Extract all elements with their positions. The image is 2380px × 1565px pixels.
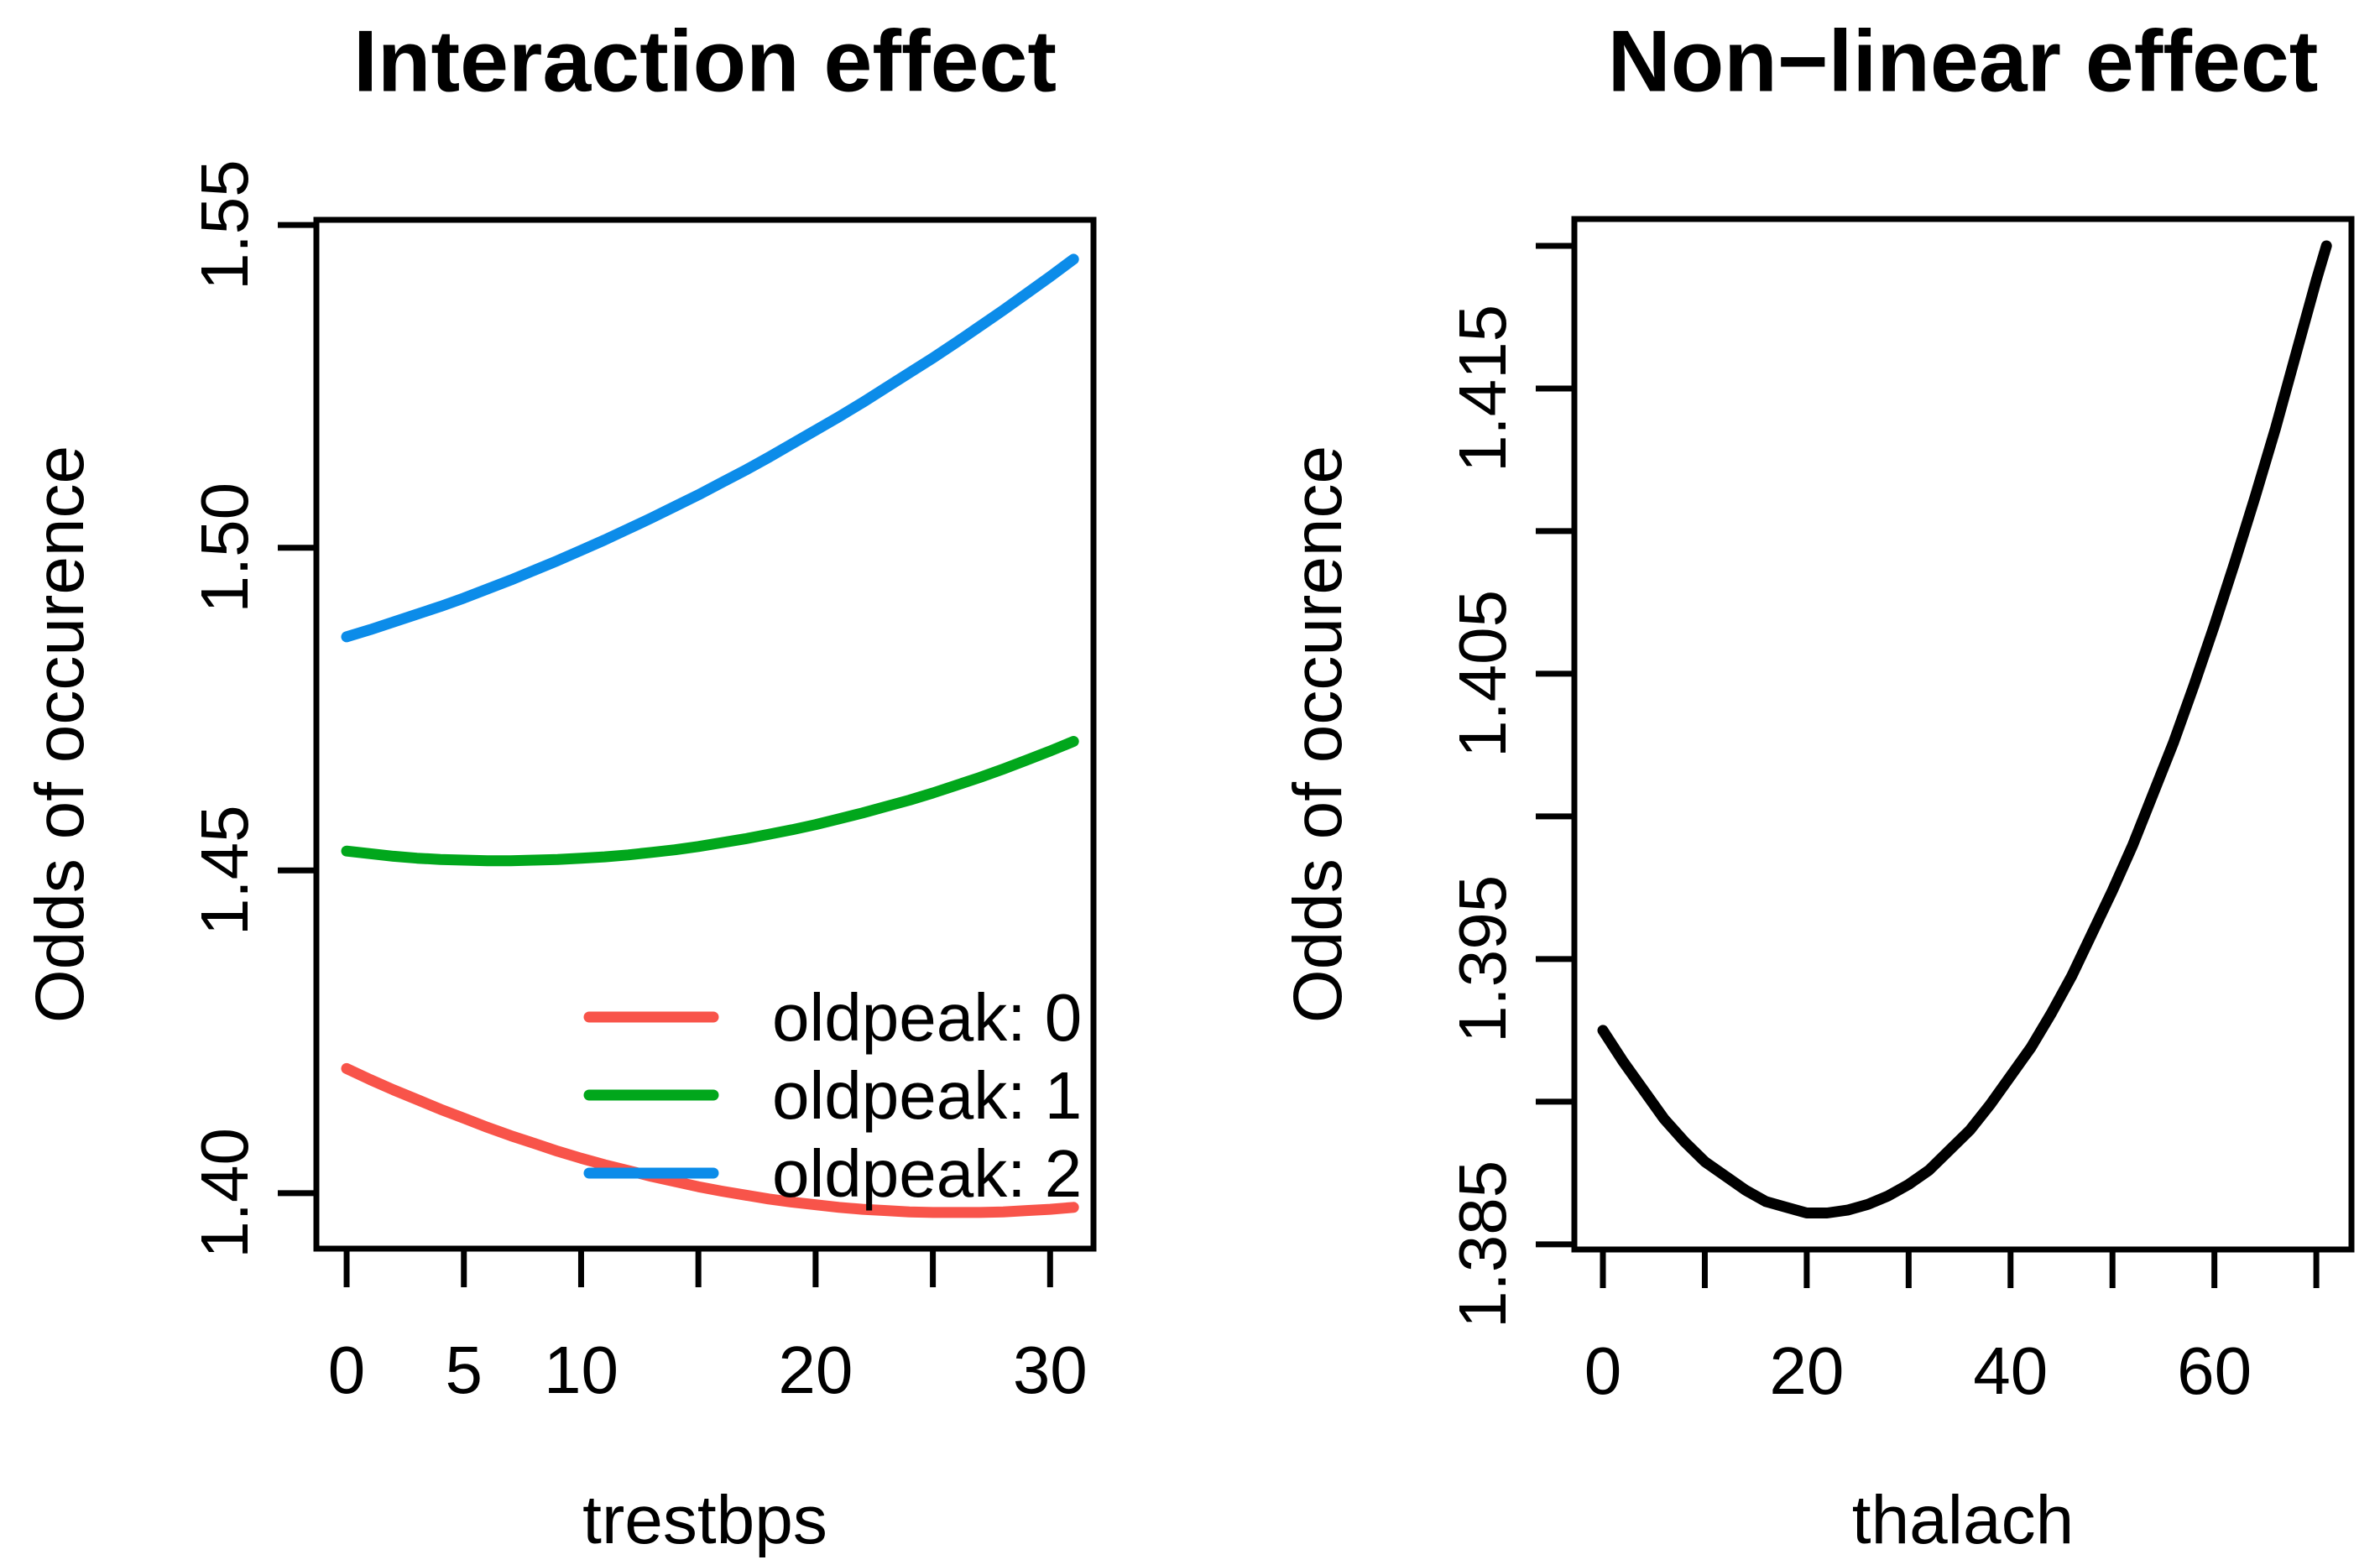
panel-0-x-tick-label-6: 30 [1013, 1333, 1088, 1407]
panel-0-box [313, 216, 1097, 1252]
panel-0-series-2-curve [341, 253, 1079, 643]
legend-label-1: oldpeak: 1 [772, 1058, 1082, 1133]
panel-0-y-tick-label-1: 1.45 [187, 805, 262, 936]
panel-0-x-tick-label-2: 10 [544, 1333, 618, 1407]
right-x-axis-title: thalach [1851, 1482, 2075, 1558]
panel-0-y-tick-label-2: 1.50 [187, 483, 262, 613]
panel-0-series-0-curve [341, 1062, 1079, 1218]
panel-1-x-tick-label-4: 40 [1973, 1333, 2048, 1408]
panel-1-y-tick-label-2: 1.395 [1445, 875, 1520, 1043]
panel-1-x-tick-label-0: 0 [1584, 1333, 1622, 1408]
panel-1-y-tick-label-6: 1.415 [1445, 305, 1520, 472]
panel-1: 0 20 40 60 1.385 1.395 1.405 1.415 [1445, 216, 2355, 1408]
left-panel-title: Interaction effect [353, 13, 1057, 111]
panel-1-y-tick-label-4: 1.405 [1445, 590, 1520, 758]
panel-0-x-tick-label-0: 0 [328, 1333, 366, 1407]
panel-0-y-tick-label-0: 1.40 [187, 1128, 262, 1259]
panel-0-y-tick-label-3: 1.55 [187, 159, 262, 290]
right-panel-title: Non−linear effect [1607, 13, 2319, 111]
panel-1-y-tick-label-0: 1.385 [1445, 1161, 1520, 1328]
legend-label-0: oldpeak: 0 [772, 980, 1082, 1055]
panel-1-series-0-curve [1597, 240, 2332, 1218]
panel-0-x-tick-label-1: 5 [446, 1333, 483, 1407]
panel-1-x-tick-label-2: 20 [1769, 1333, 1844, 1408]
legend-label-2: oldpeak: 2 [772, 1136, 1082, 1211]
panel-0-series-1-curve [341, 736, 1079, 867]
panel-1-x-tick-label-6: 60 [2177, 1333, 2252, 1408]
left-x-axis-title: trestbps [582, 1482, 827, 1558]
panel-1-box [1571, 216, 2355, 1253]
left-y-axis-title: Odds of occurence [22, 445, 98, 1024]
right-y-axis-title: Odds of occurence [1280, 445, 1356, 1024]
panel-0-x-tick-label-4: 20 [778, 1333, 853, 1407]
